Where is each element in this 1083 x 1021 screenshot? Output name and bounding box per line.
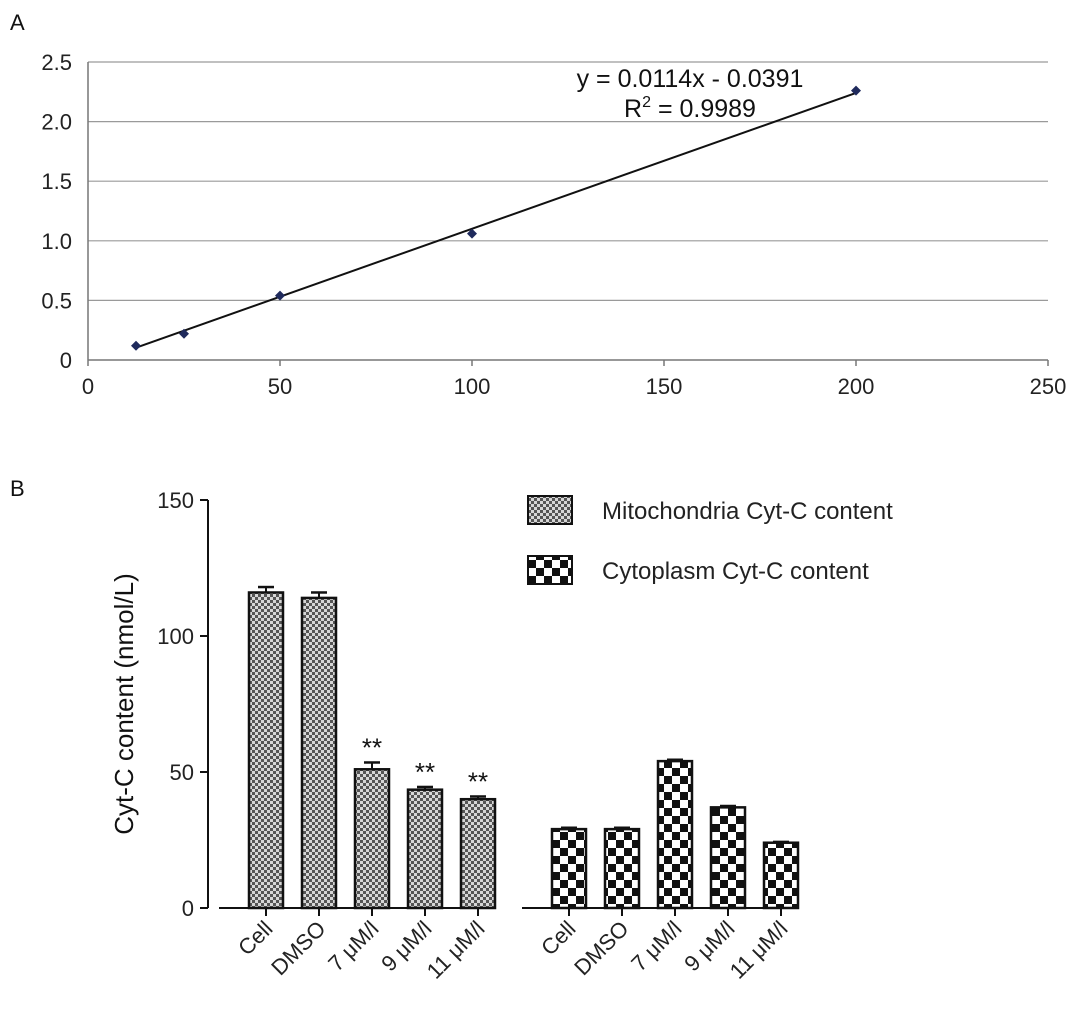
chart-b-y-tick-label: 150 [157, 488, 194, 513]
chart-b-category-label: 7 μM/l [323, 916, 383, 976]
chart-b-bar [459, 797, 497, 910]
chart-a-data-point [467, 228, 477, 239]
chart-a-y-tick-label: 0 [60, 348, 72, 373]
chart-b-category-label: DMSO [266, 916, 330, 980]
chart-a-tick-labels: 0 0.5 1.0 1.5 2.0 2.5 0 50 100 150 200 250 [41, 50, 1066, 399]
chart-a-y-tick-label: 1.5 [41, 169, 72, 194]
chart-a-trendline [135, 91, 857, 349]
chart-a-trendline-group [135, 91, 857, 349]
panel-b-label: B [10, 476, 25, 501]
chart-a-x-tick-label: 250 [1030, 374, 1067, 399]
trendline-r-squared: R2 = 0.9989 [624, 94, 756, 123]
chart-a-y-tick-label: 2.5 [41, 50, 72, 75]
chart-b-y-tick-label: 100 [157, 624, 194, 649]
chart-b-y-axis-label: Cyt-C content (nmol/L) [109, 573, 139, 835]
chart-b-significance-marker: ** [415, 757, 435, 787]
chart-b-bar [709, 806, 747, 910]
chart-a-data-point [179, 328, 189, 339]
chart-b-category-label: 7 μM/l [626, 916, 686, 976]
chart-b-bars: ** ** ** [247, 585, 800, 910]
chart-b-legend: Mitochondria Cyt-C content Cytoplasm Cyt… [527, 495, 893, 585]
chart-a-x-tick-label: 0 [82, 374, 94, 399]
chart-b-category-label: 11 μM/l [725, 916, 793, 984]
chart-b-bar [300, 596, 338, 910]
chart-a-y-tick-label: 2.0 [41, 110, 72, 135]
chart-a-data-point [131, 340, 141, 351]
legend-swatch-cytoplasm [527, 555, 573, 585]
chart-a-x-tick-label: 150 [646, 374, 683, 399]
chart-b-bar [247, 591, 285, 910]
legend-label-mitochondria: Mitochondria Cyt-C content [602, 498, 893, 525]
chart-a-points [131, 85, 861, 351]
chart-b-bar [656, 759, 694, 910]
chart-b-bar [603, 827, 641, 910]
chart-b-significance-marker: ** [468, 766, 488, 796]
chart-b-category-label: 11 μM/l [422, 916, 490, 984]
panel-a-label: A [10, 10, 25, 35]
chart-b-bar [406, 788, 444, 910]
chart-a-y-tick-label: 0.5 [41, 288, 72, 313]
chart-a-gridlines [88, 61, 1048, 301]
chart-a-axes [87, 62, 1049, 366]
chart-a-data-point [851, 85, 861, 96]
chart-b-y-tick-label: 0 [182, 896, 194, 921]
chart-a-y-tick-label: 1.0 [41, 229, 72, 254]
chart-b-tick-labels: 0 50 100 150 [157, 488, 194, 921]
legend-label-cytoplasm: Cytoplasm Cyt-C content [602, 558, 869, 585]
chart-a-x-tick-label: 100 [454, 374, 491, 399]
chart-b-category-label: Cell [536, 916, 580, 960]
chart-b-bar [353, 768, 391, 910]
chart-b-category-label: DMSO [569, 916, 633, 980]
chart-b-bar [762, 841, 800, 910]
legend-swatch-mitochondria [527, 495, 573, 525]
chart-a-data-point [275, 290, 285, 301]
chart-b-category-label: Cell [233, 916, 277, 960]
chart-b-y-tick-label: 50 [170, 760, 194, 785]
trendline-equation: y = 0.0114x - 0.0391 [577, 65, 804, 93]
chart-a-x-tick-label: 50 [268, 374, 292, 399]
chart-a-x-tick-label: 200 [838, 374, 875, 399]
chart-b-bar [550, 827, 588, 910]
chart-b-significance-marker: ** [362, 732, 382, 762]
